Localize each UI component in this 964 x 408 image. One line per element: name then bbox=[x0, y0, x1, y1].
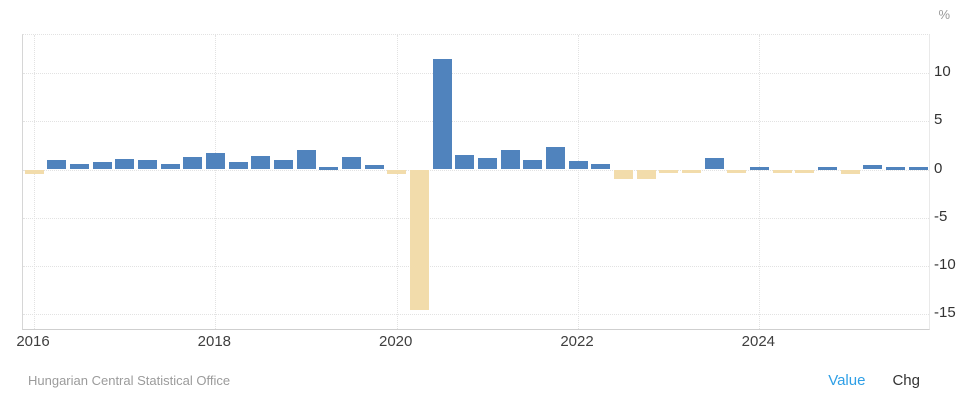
footer-links: Value Chg bbox=[828, 372, 920, 389]
bar-2020-q4[interactable] bbox=[455, 155, 475, 170]
bar-2016-q4[interactable] bbox=[92, 161, 112, 170]
bar-2025-q1[interactable] bbox=[840, 169, 860, 175]
bar-2024-q2[interactable] bbox=[772, 169, 792, 173]
bar-2024-q4[interactable] bbox=[817, 166, 837, 170]
gridline-x-2016 bbox=[34, 35, 35, 329]
bar-2019-q3[interactable] bbox=[341, 156, 361, 170]
bar-2023-q3[interactable] bbox=[704, 157, 724, 170]
bar-2021-q1[interactable] bbox=[477, 157, 497, 170]
bar-2017-q3[interactable] bbox=[160, 163, 180, 170]
bar-2024-q3[interactable] bbox=[795, 169, 815, 174]
bar-2018-q2[interactable] bbox=[228, 161, 248, 170]
bar-2020-q3[interactable] bbox=[432, 59, 452, 170]
bar-2016-q3[interactable] bbox=[69, 163, 89, 170]
gridline-y-10 bbox=[23, 72, 929, 74]
bar-2025-q2[interactable] bbox=[863, 164, 883, 170]
y-tick-label-5: 5 bbox=[934, 111, 943, 129]
gridline-y--15 bbox=[23, 314, 929, 316]
value-toggle-link[interactable]: Value bbox=[828, 371, 866, 389]
gridline-y--10 bbox=[23, 266, 929, 268]
y-tick-label--10: -10 bbox=[934, 256, 956, 274]
bar-2018-q4[interactable] bbox=[273, 159, 293, 170]
chart-footer: Hungarian Central Statistical Office Val… bbox=[0, 368, 964, 392]
x-tick-label-2018: 2018 bbox=[197, 333, 232, 350]
y-axis-unit-label: % bbox=[938, 7, 950, 22]
bar-2019-q4[interactable] bbox=[364, 164, 384, 170]
bar-2017-q2[interactable] bbox=[137, 159, 157, 170]
chg-toggle-link[interactable]: Chg bbox=[892, 371, 920, 389]
plot-area bbox=[22, 34, 930, 330]
bar-2022-q1[interactable] bbox=[568, 160, 588, 170]
bar-2022-q2[interactable] bbox=[591, 163, 611, 170]
bar-2018-q3[interactable] bbox=[251, 155, 271, 170]
gridline-x-2024 bbox=[759, 35, 761, 329]
bar-2025-q4[interactable] bbox=[908, 166, 928, 170]
bar-2016-q1[interactable] bbox=[24, 169, 44, 175]
bar-2023-q4[interactable] bbox=[727, 169, 747, 173]
bar-2024-q1[interactable] bbox=[749, 166, 769, 170]
y-tick-label--15: -15 bbox=[934, 304, 956, 322]
gridline-y--5 bbox=[23, 217, 929, 219]
x-tick-label-2022: 2022 bbox=[560, 333, 594, 350]
bar-2023-q2[interactable] bbox=[681, 169, 701, 173]
gridline-y-0 bbox=[23, 169, 929, 171]
y-tick-label--5: -5 bbox=[934, 207, 948, 225]
x-tick-label-2016: 2016 bbox=[16, 333, 50, 350]
source-attribution: Hungarian Central Statistical Office bbox=[28, 372, 231, 388]
gridline-x-2022 bbox=[578, 35, 579, 329]
bar-2019-q1[interactable] bbox=[296, 150, 316, 170]
bar-2017-q4[interactable] bbox=[183, 156, 203, 170]
bar-2016-q2[interactable] bbox=[47, 159, 67, 170]
y-tick-label-0: 0 bbox=[934, 159, 943, 177]
bar-2021-q3[interactable] bbox=[523, 159, 543, 170]
bar-2019-q2[interactable] bbox=[319, 166, 339, 170]
bar-2022-q4[interactable] bbox=[636, 169, 656, 180]
x-tick-label-2020: 2020 bbox=[378, 333, 413, 350]
y-tick-label-10: 10 bbox=[934, 62, 951, 80]
gridline-x-2020 bbox=[396, 35, 398, 329]
gridline-y-5 bbox=[23, 121, 929, 123]
bar-2021-q4[interactable] bbox=[545, 147, 565, 170]
bar-2017-q1[interactable] bbox=[115, 158, 135, 170]
gridline-x-2018 bbox=[215, 35, 217, 329]
bar-2022-q3[interactable] bbox=[613, 169, 633, 180]
x-tick-label-2024: 2024 bbox=[741, 333, 776, 350]
bar-2023-q1[interactable] bbox=[659, 169, 679, 173]
bar-2018-q1[interactable] bbox=[205, 153, 225, 170]
bar-2025-q3[interactable] bbox=[885, 166, 905, 170]
bar-2020-q1[interactable] bbox=[387, 169, 407, 175]
bar-2020-q2[interactable] bbox=[409, 169, 429, 310]
bar-2021-q2[interactable] bbox=[500, 150, 520, 170]
